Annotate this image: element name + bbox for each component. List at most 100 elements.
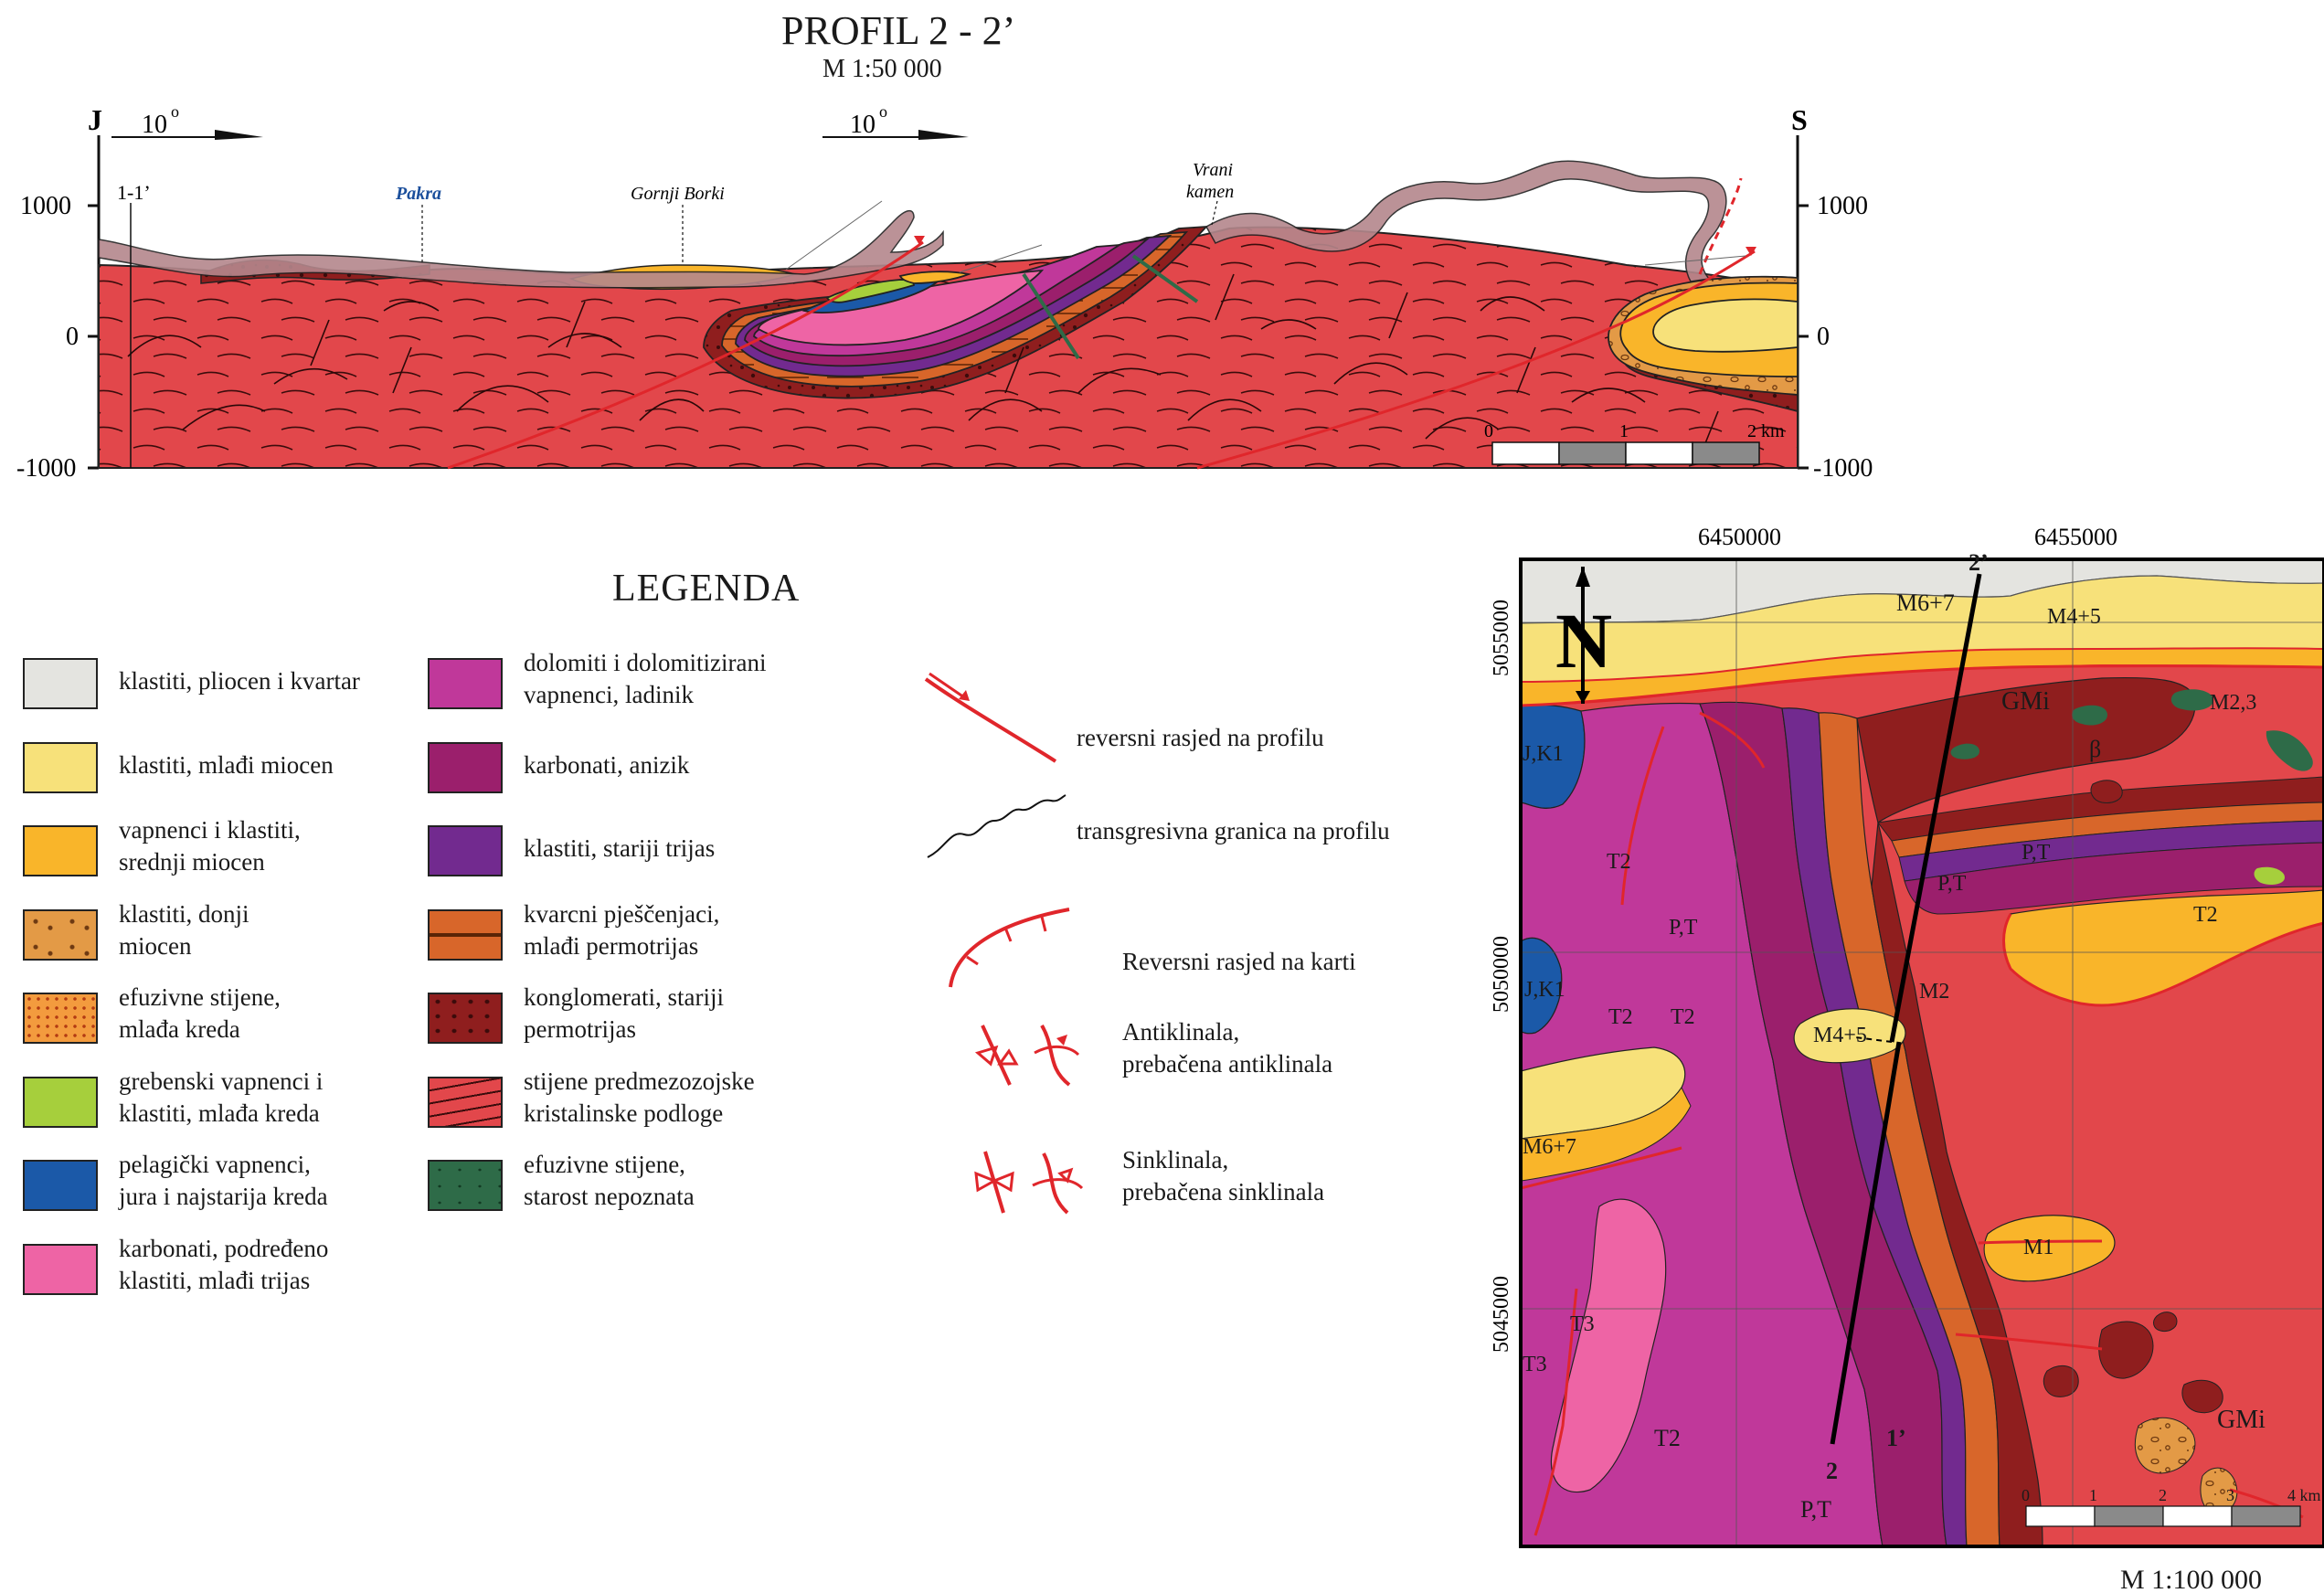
northing-5050000: 5050000 [1490, 936, 1513, 1013]
cross-marker-label: 1-1’ [117, 181, 151, 204]
place-kamen: kamen [1186, 182, 1234, 202]
legend-swatch-karbonati-anizik [428, 741, 503, 793]
label-m67: M6+7 [1896, 589, 1955, 616]
map-section-trace [1830, 573, 1982, 1445]
profile-reverse-faults [447, 177, 1756, 470]
fault-arrows [914, 236, 1756, 256]
legend-label-klastiti-stariji-trijas: klastiti, stariji trijas [524, 834, 716, 862]
legend-label-klastiti-mladji-miocen: klastiti, mlađi miocen [119, 750, 334, 779]
legend-symbol-label-sinklinala: Sinklinala, prebačena sinklinala [1122, 1146, 1325, 1205]
map-ew-anizik [1904, 842, 2324, 915]
label-t3a: T3 [1570, 1312, 1595, 1336]
elev-right-0: 0 [1817, 323, 1830, 351]
map-island-5 [2043, 1365, 2079, 1397]
map-island-4 [2153, 1312, 2178, 1332]
map-green-1 [1950, 743, 1979, 759]
easting-6455000: 6455000 [2034, 524, 2117, 550]
dip2-value: 10 [850, 111, 875, 139]
legend-label-kristalinska-podloga: stijene predmezozojske kristalinske podlo… [524, 1067, 755, 1127]
profile-right-end: S [1791, 103, 1808, 136]
symbol-transgresivna-granica [927, 794, 1066, 858]
place-pakra: Pakra [395, 184, 441, 204]
geologic-map: N 6450000 6455000 5055000 5050000 504500… [1490, 524, 2324, 1593]
legend-swatch-karbonati-mladji-trijas [23, 1243, 98, 1295]
label-t3b: T3 [1523, 1353, 1547, 1376]
label-pt: P,T [2022, 841, 2051, 865]
legend-swatch-vapnenci-srednji-miocen [23, 825, 98, 876]
map-orange-island-2 [2200, 1467, 2238, 1514]
profile-scalebar-1: 1 [1619, 421, 1629, 441]
elev-left-1000: 1000 [20, 192, 71, 220]
dip-arrow-2 [822, 130, 969, 140]
map-island-1 [2090, 780, 2123, 803]
legend-label-pelagicki-vapnenci: pelagički vapnenci, jura i najstarija kre… [119, 1151, 328, 1210]
map-scalebar-2: 2 [2159, 1486, 2167, 1504]
section-end-1prime: 1’ [1886, 1425, 1906, 1451]
map-island-2 [2098, 1321, 2154, 1379]
legend-swatch-dolomiti-ladinik [428, 658, 503, 709]
label-pt2: P,T [1937, 872, 1967, 896]
legend-label-klastiti-pliocen-kvartar: klastiti, pliocen i kvartar [119, 667, 360, 695]
map-green-4 [2266, 730, 2313, 771]
map-green-5 [2254, 866, 2285, 885]
easting-6450000: 6450000 [1698, 524, 1781, 550]
dip2-degree: o [879, 102, 887, 121]
legend-symbol-label-reversni-rasjed-karta: Reversni rasjed na karti [1122, 948, 1356, 975]
map-scalebar-0: 0 [2022, 1486, 2030, 1504]
legend-label-konglomerati-permotrijas: konglomerati, stariji permotrijas [524, 983, 724, 1043]
legend-label-karbonati-mladji-trijas: karbonati, podređeno klastiti, mlađi trij… [119, 1234, 329, 1294]
section-end-2prime: 2’ [1969, 549, 1989, 576]
legend-swatch-konglomerati-permotrijas [428, 993, 503, 1044]
legend-symbol-label-antiklinala: Antiklinala, prebačena antiklinala [1122, 1018, 1333, 1078]
dip1-degree: o [171, 102, 179, 121]
legend-symbol-label-transgresivna-granica: transgresivna granica na profilu [1077, 817, 1390, 844]
green-dykes [1022, 254, 1199, 360]
profile-scalebar-0: 0 [1484, 421, 1493, 441]
dip-arrow-1 [111, 130, 263, 140]
profile-scalebar [1491, 441, 1760, 465]
map-upper-triassic-pink [1550, 1198, 1667, 1493]
eroded-miocene-arch [98, 209, 944, 289]
label-gmi: GMi [2001, 687, 2050, 716]
label-t2b: T2 [1608, 1005, 1633, 1029]
elev-left-minus1000: -1000 [16, 454, 76, 483]
legend-swatch-kristalinska-podloga [428, 1076, 503, 1128]
profile-right-axis [1796, 135, 1809, 470]
place-gornji-borki: Gornji Borki [631, 184, 725, 204]
profile-title: PROFIL 2 - 2’ [781, 8, 1016, 53]
legend-label-kvarcni-pjescenjaci: kvarcni pješčenjaci, mlađi permotrijas [524, 899, 720, 960]
northing-5055000: 5055000 [1490, 600, 1513, 676]
place-leaders [421, 200, 1218, 263]
legend-swatch-efuzivne-mladja-kreda [23, 993, 98, 1044]
legend-label-efuzivne-nepoznata: efuzivne stijene, starost nepoznata [524, 1151, 695, 1210]
label-t2e: T2 [2193, 903, 2218, 927]
legend-swatch-klastiti-mladji-miocen [23, 741, 98, 793]
label-t2c: T2 [1671, 1005, 1695, 1029]
label-m23: M2,3 [2210, 691, 2256, 715]
dip1-value: 10 [142, 111, 167, 139]
elev-right-minus1000: -1000 [1813, 454, 1873, 483]
label-t2a: T2 [1607, 850, 1631, 874]
legend-swatch-grebenski-vapnenci [23, 1076, 98, 1128]
map-orange-island-1 [2134, 1417, 2196, 1474]
map-m45-lens [1793, 1008, 1906, 1064]
map-scalebar [2025, 1505, 2301, 1527]
legend-label-efuzivne-mladja-kreda: efuzivne stijene, mlađa kreda [119, 983, 281, 1043]
legend-symbol-label-reversni-rasjed-profil: reversni rasjed na profilu [1077, 724, 1324, 751]
map-scalebar-4: 4 km [2287, 1486, 2321, 1504]
label-jk: J,K1 [1523, 742, 1564, 766]
map-grid [1521, 559, 2324, 1546]
symbol-sinklinala [974, 1151, 1084, 1215]
place-vrani: Vrani [1193, 160, 1233, 180]
elev-right-1000: 1000 [1817, 192, 1868, 220]
label-m67b: M6+7 [1523, 1135, 1576, 1159]
elev-left-0: 0 [66, 323, 79, 351]
label-m1: M1 [2023, 1236, 2053, 1259]
profile-scale: M 1:50 000 [822, 55, 942, 83]
label-beta: β [2089, 736, 2101, 762]
profile-left-axis [88, 135, 101, 470]
legend-swatch-klastiti-donji-miocen [23, 908, 98, 961]
map-scale-text: M 1:100 000 [2120, 1565, 2262, 1593]
map-scalebar-1: 1 [2089, 1486, 2097, 1504]
label-gmi2: GMi [2217, 1406, 2266, 1434]
